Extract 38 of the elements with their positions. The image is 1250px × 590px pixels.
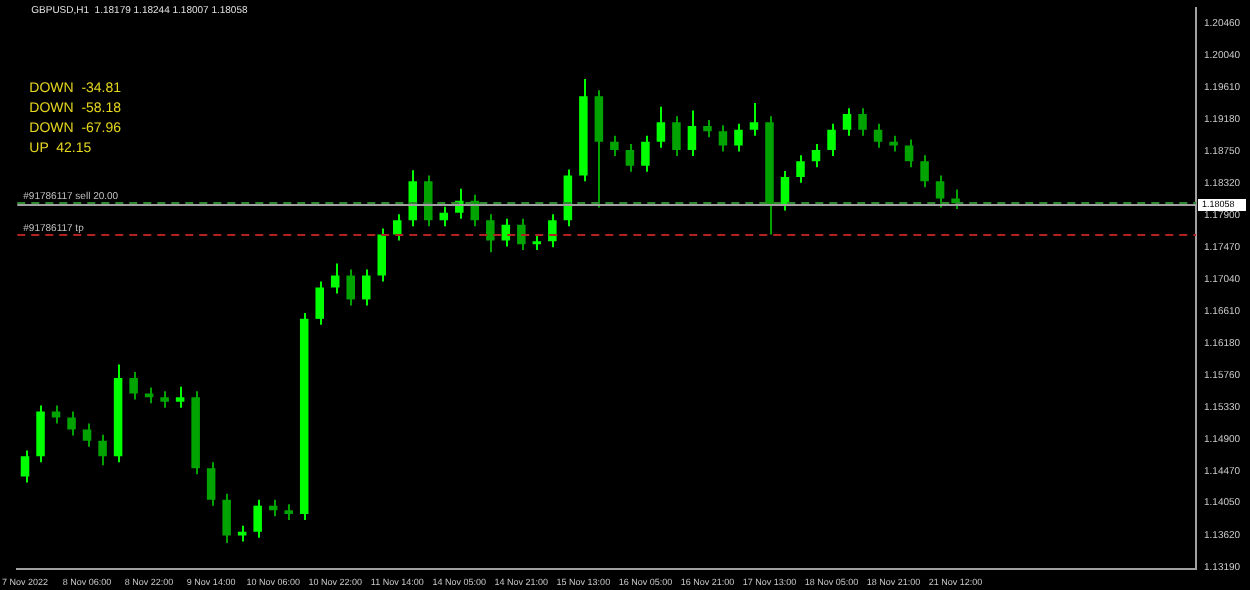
candlestick [377, 227, 387, 283]
candlestick [361, 268, 371, 307]
candlestick [82, 422, 92, 448]
candlestick [129, 370, 138, 401]
candlestick [67, 410, 76, 437]
candlestick [718, 124, 728, 153]
candlestick [749, 101, 759, 137]
candlestick [222, 492, 231, 545]
candlestick [796, 154, 805, 184]
candlestick [827, 122, 836, 157]
candlestick [842, 107, 852, 137]
candlestick [610, 134, 619, 157]
candlestick [594, 89, 604, 209]
candlestick [687, 109, 697, 157]
candlestick [904, 138, 914, 169]
candlestick [641, 134, 650, 173]
candlestick [548, 213, 557, 249]
candlestick [20, 449, 30, 484]
candlestick [858, 107, 867, 137]
candlestick [98, 433, 107, 467]
candlestick [315, 280, 324, 326]
candlestick [672, 115, 681, 157]
candlestick [935, 174, 945, 209]
candlestick [873, 122, 883, 149]
candlestick [811, 143, 821, 169]
candlestick [656, 105, 666, 149]
candlestick [486, 213, 495, 254]
candlestick [36, 404, 45, 464]
candlestick [206, 461, 216, 507]
candlestick [517, 217, 526, 252]
candlestick [625, 143, 635, 173]
candlestick [175, 385, 185, 409]
candlestick [780, 169, 790, 212]
candlestick [734, 122, 743, 153]
candlestick [346, 268, 355, 307]
candlestick [253, 498, 262, 539]
candlestick [920, 154, 929, 189]
candlestick [392, 213, 402, 242]
